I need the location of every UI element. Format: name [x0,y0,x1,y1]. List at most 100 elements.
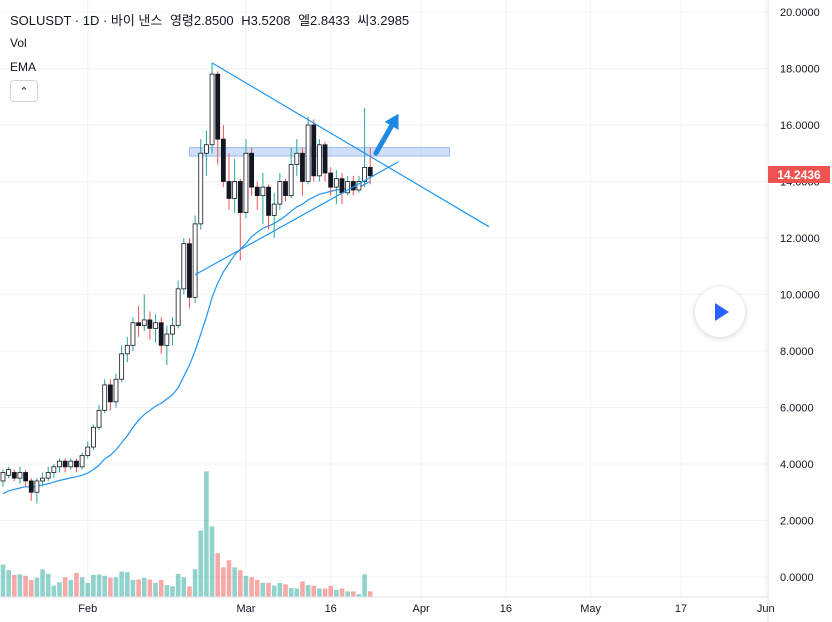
candle-body [28,480,34,493]
volume-bar [85,582,91,597]
high-value: 3.5208 [250,13,291,28]
candle-body [237,181,243,213]
volume-bar [68,580,74,597]
volume-bar [209,526,215,597]
candle-body [305,124,311,182]
candle-body [124,344,130,355]
breakout-arrow-shaft [373,123,395,156]
candle-body [345,181,351,194]
open-label: 영령 [169,13,194,28]
volume-bar [119,571,124,597]
candle-body [277,181,283,205]
candle-body [40,477,45,482]
candle-body [243,152,249,213]
candle-body [158,322,164,346]
candle-body [51,466,57,473]
volume-bar [334,589,339,597]
volume-bar [260,582,266,597]
volume-bar [175,573,181,597]
volume-bar [158,580,164,597]
volume-bar [288,587,294,597]
price-axis: 20.000018.000016.000014.000012.000010.00… [767,0,820,622]
volume-bar [147,579,153,597]
candle-body [311,124,317,177]
ema-polyline [2,180,371,495]
candle-body [175,288,181,326]
price-tick-label: 8.0000 [780,346,814,358]
collapse-indicators-button[interactable]: ⌃ [10,80,38,102]
candle-body [11,472,17,479]
candle-body [271,203,277,216]
candle-body [254,186,260,197]
candle-body [85,446,91,456]
price-tick-label: 20.0000 [780,7,820,19]
low-value: 2.8433 [310,13,350,28]
volume-bar [294,588,300,597]
volume-bar [113,577,119,597]
volume-bar [322,588,328,597]
candle-body [215,73,221,140]
volume-bar [181,577,187,597]
symbol-name: SOLUSDT · 1D · 바이 낸스 [10,13,163,28]
volume-bar [74,572,79,597]
volume-bar [34,577,40,597]
volume-bar [91,574,96,597]
breakout-arrow-head [384,113,399,130]
candle-body [136,322,142,326]
candle-body [170,325,175,335]
volume-bar [28,580,34,597]
volume-indicator-label[interactable]: Vol [10,36,27,50]
candle-body [283,181,288,197]
candle-body [209,73,215,146]
candle-body [198,152,204,225]
candle-body [68,460,74,468]
volume-bar [62,577,68,597]
candle-body [203,144,209,154]
time-tick-label: 16 [325,603,337,615]
volume-bar [170,586,175,597]
candle-body [74,460,79,468]
time-tick-label: 16 [500,603,512,615]
volume-bar [339,588,345,597]
volume-bar [328,585,333,597]
candle-body [220,138,226,182]
candle-body [91,426,96,448]
candle-body [249,152,255,188]
ema-indicator-label[interactable]: EMA [10,60,37,74]
candle-body [322,144,328,174]
volume-bars [0,471,373,597]
volume-bar [40,569,45,597]
time-tick-label: May [580,603,601,615]
volume-bar [17,574,23,597]
triangle-lower-line [194,161,399,276]
candle-body [362,166,368,182]
volume-bar [12,574,17,597]
volume-bar [79,577,85,597]
volume-bar [300,581,305,597]
candle-body [187,243,192,298]
volume-bar [367,591,373,597]
volume-bar [164,585,170,597]
volume-bar [192,569,198,597]
play-icon[interactable] [695,287,745,337]
time-axis: Feb Mar 16 Apr 16 May 17 Jun [0,596,775,615]
volume-bar [108,577,113,597]
candle-body [288,164,294,197]
price-tick-label: 12.0000 [780,233,820,245]
volume-bar [249,577,254,597]
candle-body [0,472,6,482]
time-tick-label: Feb [78,603,97,615]
candle-body [147,319,153,329]
candle-body [294,152,300,165]
volume-bar [6,570,11,597]
candle-body [356,181,362,191]
volume-bar [238,570,243,597]
candle-body [226,181,232,199]
candle-body [339,178,345,194]
volume-bar [243,575,249,597]
candle-body [333,178,339,188]
volume-bar [125,572,130,597]
volume-bar [351,591,356,597]
high-label: H [241,13,251,28]
